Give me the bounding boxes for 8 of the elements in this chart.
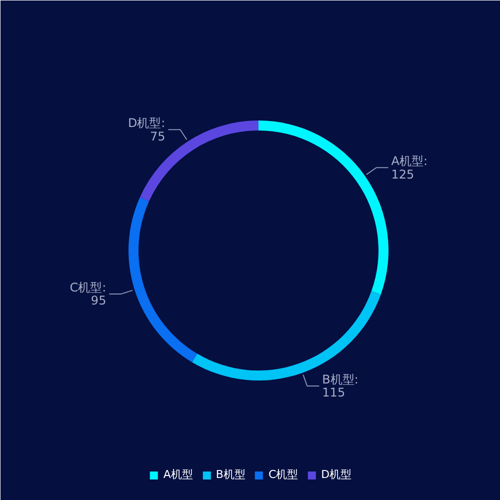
legend-label: C机型 [268, 467, 298, 482]
legend-label: B机型 [216, 467, 246, 482]
data-label: B机型: 115 [322, 372, 358, 400]
data-label: C机型: 95 [70, 280, 106, 308]
legend-label: D机型 [321, 467, 352, 482]
data-label: A机型: 125 [391, 154, 428, 182]
legend-label: A机型 [163, 467, 193, 482]
data-label: D机型: 75 [128, 116, 166, 144]
